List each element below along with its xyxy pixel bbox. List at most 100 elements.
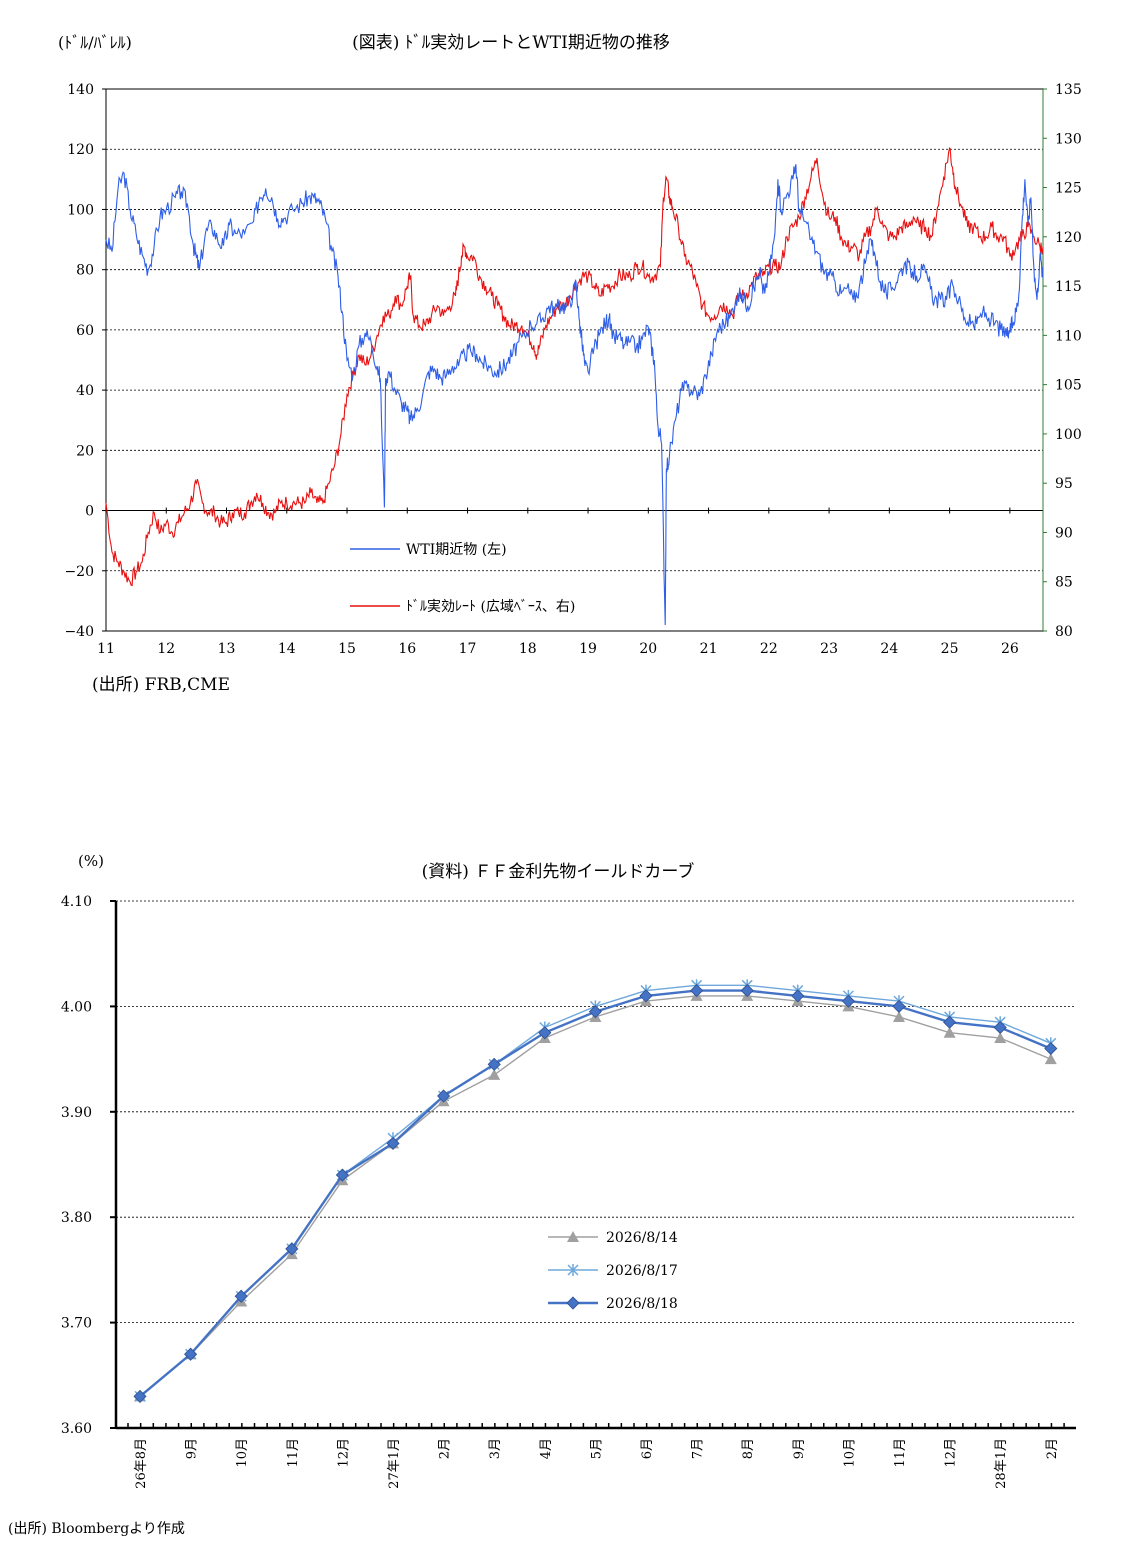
series-line-2026/8/18: [139, 989, 1052, 1398]
x-tick-label: 25: [941, 641, 959, 657]
data-point: [841, 994, 855, 1008]
x-tick-label: 16: [398, 641, 416, 657]
data-point: [1044, 1041, 1058, 1056]
x-tick-label: 14: [278, 641, 296, 657]
x-tick-label: 5月: [589, 1438, 604, 1459]
data-point: [893, 1010, 905, 1022]
x-tick-label: 3月: [488, 1438, 503, 1459]
x-tick-label: 6月: [640, 1438, 655, 1459]
series-line-wti: [105, 164, 1044, 626]
x-tick-label: 28年1月: [994, 1438, 1009, 1489]
wti-dollar-chart: 140 120 100 80 60 40 20 0 −20 −40 135 130 125 120 115 1…: [58, 33, 1082, 657]
y-tick-label: −20: [64, 564, 94, 580]
x-tick-label: 9月: [792, 1438, 807, 1459]
y-right-tick-label: 100: [1055, 427, 1082, 443]
y-tick-label: 60: [76, 323, 94, 339]
x-tick-label: 2月: [1045, 1438, 1060, 1459]
y-right-tick-label: 125: [1055, 181, 1082, 197]
x-tick-label: 17: [459, 641, 477, 657]
chart2-source: (出所) Bloombergより作成: [8, 1521, 185, 1537]
x-tick-label: 13: [218, 641, 236, 657]
x-tick-label: 9月: [185, 1438, 200, 1459]
legend-label: 2026/8/18: [606, 1296, 678, 1312]
x-tick-label: 26年8月: [134, 1438, 149, 1489]
y-tick-label: 3.60: [61, 1421, 92, 1437]
y-tick-label: 40: [76, 383, 94, 399]
y-right-tick-label: 130: [1055, 131, 1082, 147]
x-tick-label: 10月: [235, 1438, 250, 1468]
chart1-source: (出所) FRB,CME: [92, 675, 230, 695]
series-line-2026/8/14: [139, 995, 1052, 1397]
data-point: [588, 1005, 602, 1019]
data-point: [690, 984, 704, 998]
legend-marker: [566, 1296, 580, 1310]
legend-marker: [567, 1231, 579, 1242]
x-tick-label: 10月: [842, 1438, 857, 1468]
y-right-tick-label: 95: [1055, 476, 1073, 492]
chart-title: (資料) ＦＦ金利先物イールドカーブ: [422, 861, 695, 882]
data-point: [335, 1168, 349, 1182]
x-tick-label: 20: [639, 641, 657, 657]
data-point: [639, 989, 653, 1003]
x-tick-label: 19: [579, 641, 597, 657]
legend-marker: [567, 1264, 579, 1276]
y-right-tick-label: 90: [1055, 525, 1073, 541]
x-tick-label: 11月: [286, 1438, 301, 1468]
y-tick-label: 3.80: [61, 1210, 92, 1226]
legend-label: 2026/8/17: [606, 1263, 678, 1279]
data-point: [184, 1347, 198, 1361]
data-point: [943, 1026, 956, 1038]
x-tick-label: 27年1月: [387, 1438, 402, 1489]
data-point: [133, 1389, 147, 1403]
y-right-tick-label: 105: [1055, 378, 1082, 394]
x-tick-label: 23: [820, 641, 838, 657]
data-point: [538, 1026, 552, 1040]
series-line-2026/8/17: [139, 984, 1052, 1397]
data-point: [234, 1289, 248, 1303]
y-tick-label: 80: [76, 263, 94, 279]
y-tick-label: 3.90: [61, 1105, 92, 1121]
data-point: [437, 1089, 451, 1103]
x-tick-label: 7月: [691, 1438, 706, 1459]
x-tick-label: 8月: [741, 1438, 756, 1459]
x-tick-label: 15: [338, 641, 356, 657]
data-point: [487, 1057, 501, 1071]
x-tick-label: 22: [760, 641, 778, 657]
x-tick-label: 18: [519, 641, 537, 657]
legend-label-dollar: ﾄﾞﾙ実効ﾚｰﾄ (広域ﾍﾞｰｽ、右): [406, 599, 575, 615]
data-point: [994, 1032, 1007, 1044]
data-point: [285, 1242, 299, 1256]
y-tick-label: −40: [64, 624, 94, 640]
y-tick-label: 4.00: [61, 999, 92, 1015]
y-right-tick-label: 135: [1055, 82, 1082, 98]
y-right-tick-label: 120: [1055, 230, 1082, 246]
y-right-tick-label: 85: [1055, 575, 1073, 591]
y-tick-label: 4.10: [61, 894, 92, 910]
x-tick-label: 24: [880, 641, 898, 657]
legend-label: 2026/8/14: [606, 1230, 678, 1246]
x-tick-label: 12月: [944, 1438, 959, 1468]
y-right-tick-label: 110: [1055, 328, 1082, 344]
legend-label-wti: WTI期近物 (左): [406, 542, 507, 558]
data-point: [892, 999, 906, 1013]
y-tick-label: 140: [67, 82, 94, 98]
x-tick-label: 26: [1001, 641, 1019, 657]
x-tick-label: 12月: [336, 1438, 351, 1468]
y-axis-unit: (%): [78, 852, 104, 870]
data-point: [993, 1020, 1007, 1035]
x-tick-label: 4月: [539, 1438, 554, 1459]
y-tick-label: 3.70: [61, 1316, 92, 1332]
y-tick-label: 0: [85, 504, 94, 520]
chart-title: (図表) ﾄﾞﾙ実効レートとWTI期近物の推移: [352, 33, 670, 53]
x-tick-label: 11月: [893, 1438, 908, 1468]
data-point: [488, 1068, 501, 1080]
x-tick-label: 2月: [438, 1438, 453, 1459]
data-point: [943, 1015, 957, 1029]
y-right-tick-label: 80: [1055, 624, 1073, 640]
y-right-tick-label: 115: [1055, 279, 1082, 295]
data-point: [386, 1136, 400, 1150]
data-point: [740, 984, 754, 998]
data-point: [1044, 1053, 1057, 1065]
y-axis-unit: (ﾄﾞﾙ/ﾊﾞﾚﾙ): [58, 33, 132, 52]
